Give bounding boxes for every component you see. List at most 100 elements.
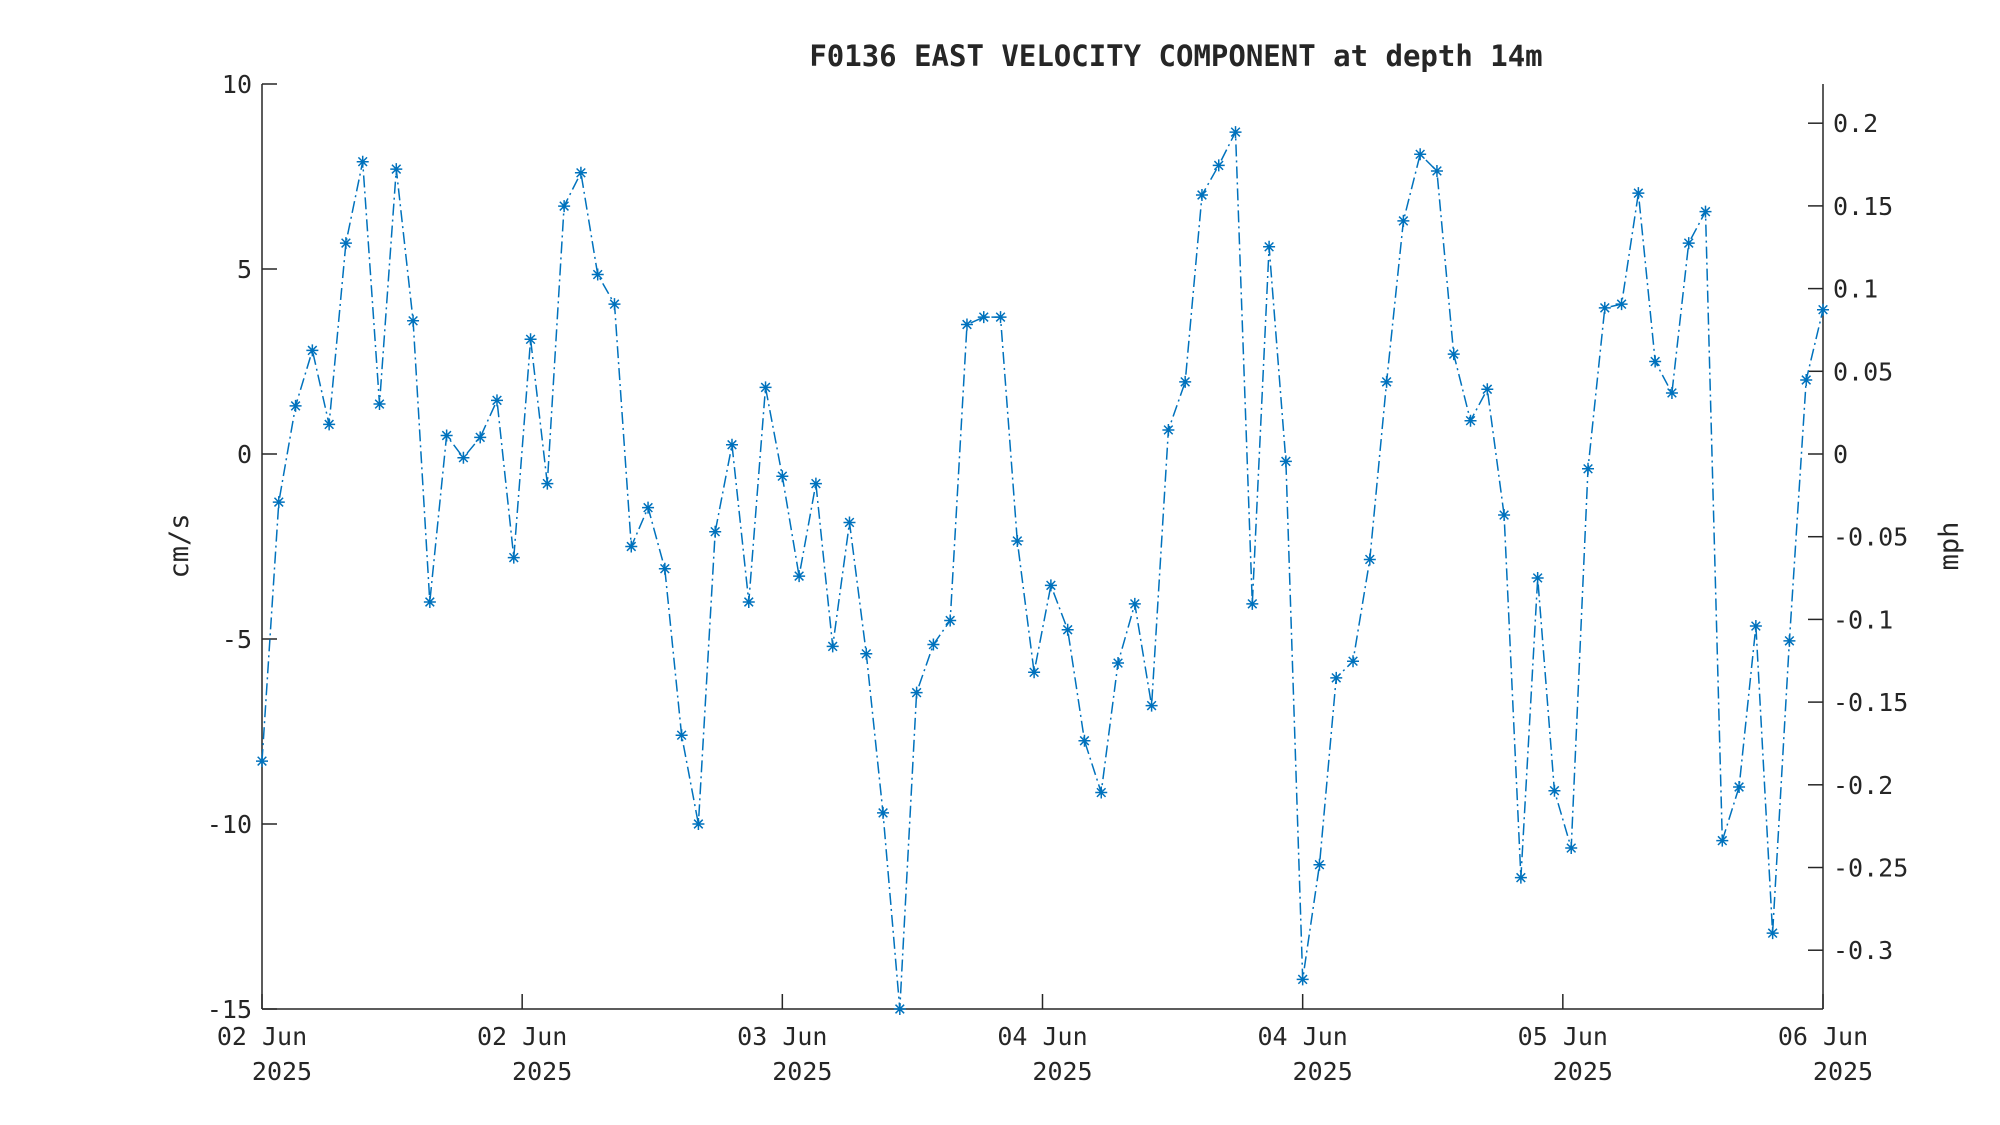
data-point (1330, 671, 1343, 684)
data-point (1615, 298, 1628, 311)
data-point (1112, 657, 1125, 670)
data-point (1011, 534, 1024, 547)
data-point (910, 686, 923, 699)
data-point (1582, 462, 1595, 475)
data-point (709, 525, 722, 538)
data-point (1279, 455, 1292, 468)
y-tick-label-left: 5 (237, 255, 252, 284)
x-tick-label-year: 2025 (1813, 1057, 1873, 1086)
data-point (759, 381, 772, 394)
series-layer (256, 126, 1829, 1015)
y-tick-label-right: -0.15 (1833, 688, 1908, 717)
y-tick-label-left: -5 (222, 625, 252, 654)
data-point (625, 540, 638, 553)
data-point (591, 268, 604, 281)
x-tick-label-year: 2025 (512, 1057, 572, 1086)
data-point (1263, 240, 1276, 253)
data-point (507, 551, 520, 564)
data-point (1044, 579, 1057, 592)
data-point (1514, 871, 1527, 884)
x-tick-label-date: 03 Jun (737, 1022, 827, 1051)
data-point (658, 562, 671, 575)
x-tick-label-date: 04 Jun (997, 1022, 1087, 1051)
y-tick-label-left: 10 (222, 70, 252, 99)
y-tick-label-left: 0 (237, 440, 252, 469)
data-point (1498, 509, 1511, 522)
data-point (1464, 414, 1477, 427)
y-tick-label-right: -0.2 (1833, 771, 1893, 800)
data-point (725, 438, 738, 451)
data-point (1481, 383, 1494, 396)
data-point (860, 647, 873, 660)
x-tick-label-date: 06 Jun (1778, 1022, 1868, 1051)
x-tick-label-date: 02 Jun (477, 1022, 567, 1051)
data-point (1380, 375, 1393, 388)
data-point (339, 237, 352, 250)
data-point (1313, 858, 1326, 871)
data-point (893, 1003, 906, 1015)
y-tick-label-right: 0.15 (1833, 192, 1893, 221)
x-tick-label-date: 04 Jun (1258, 1022, 1348, 1051)
data-point (272, 496, 285, 509)
data-point (927, 638, 940, 651)
data-point (1548, 784, 1561, 797)
y-tick-label-right: -0.25 (1833, 854, 1908, 883)
y-tick-label-right: 0 (1833, 440, 1848, 469)
data-point (877, 806, 890, 819)
y-axis-label-left: cm/s (164, 513, 195, 578)
data-point (323, 418, 336, 431)
data-point (256, 755, 268, 768)
data-point (1162, 423, 1175, 436)
data-point (1296, 973, 1309, 986)
data-point (1699, 205, 1712, 218)
data-point (608, 298, 621, 311)
axes: 10 5 0 -5 -10 -15 0.2 0.15 0.1 0.05 0 -0.05 -0.1 -0.1… (207, 70, 1908, 1086)
data-point (793, 570, 806, 583)
data-point (524, 333, 537, 346)
data-point (490, 394, 503, 407)
data-point (1800, 374, 1813, 386)
data-point (1347, 655, 1360, 668)
data-point (960, 318, 973, 331)
series-line (261, 131, 1824, 1010)
y-tick-label-right: -0.3 (1833, 936, 1893, 965)
x-tick-label-year: 2025 (1293, 1057, 1353, 1086)
data-point (809, 477, 822, 490)
data-point (1078, 734, 1091, 747)
data-point (1766, 927, 1779, 940)
y-tick-label-right: 0.05 (1833, 357, 1893, 386)
data-point (558, 200, 571, 213)
x-tick-label-date: 02 Jun (217, 1022, 307, 1051)
data-point (457, 451, 470, 464)
data-point (1430, 164, 1443, 177)
x-tick-label-year: 2025 (1032, 1057, 1092, 1086)
data-point (843, 516, 856, 529)
data-point (994, 311, 1007, 324)
data-point (1682, 237, 1695, 250)
data-point (1363, 553, 1376, 566)
data-point (1817, 303, 1829, 316)
data-point (1649, 355, 1662, 368)
data-point (944, 614, 957, 627)
data-point (1565, 842, 1578, 855)
x-tick-label-year: 2025 (252, 1057, 312, 1086)
data-point (1447, 348, 1460, 361)
data-point (1128, 597, 1141, 610)
data-point (1229, 126, 1242, 139)
data-point (1749, 620, 1762, 633)
data-point (977, 311, 990, 324)
data-point (306, 344, 319, 357)
data-point (1028, 666, 1041, 679)
data-point (1246, 597, 1259, 610)
data-point (440, 429, 453, 442)
chart-title: F0136 EAST VELOCITY COMPONENT at depth 1… (809, 39, 1542, 73)
data-point (356, 155, 369, 168)
data-point (390, 163, 403, 176)
data-point (1632, 187, 1645, 200)
data-point (474, 431, 487, 444)
y-axis-label-right: mph (1934, 522, 1965, 571)
data-point (289, 399, 302, 412)
data-point (1531, 571, 1544, 584)
data-point (541, 477, 554, 490)
